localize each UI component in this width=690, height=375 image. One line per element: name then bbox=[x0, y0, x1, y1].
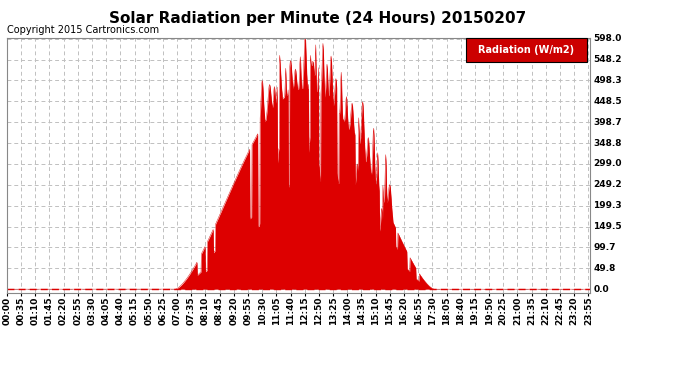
Text: Copyright 2015 Cartronics.com: Copyright 2015 Cartronics.com bbox=[7, 25, 159, 35]
Text: 398.7: 398.7 bbox=[593, 118, 622, 127]
Text: 498.3: 498.3 bbox=[593, 76, 622, 85]
Text: 149.5: 149.5 bbox=[593, 222, 622, 231]
Text: Radiation (W/m2): Radiation (W/m2) bbox=[478, 45, 574, 55]
Text: 299.0: 299.0 bbox=[593, 159, 622, 168]
Text: 548.2: 548.2 bbox=[593, 55, 622, 64]
Text: 0.0: 0.0 bbox=[593, 285, 609, 294]
Text: 598.0: 598.0 bbox=[593, 34, 622, 43]
Text: 348.8: 348.8 bbox=[593, 139, 622, 148]
Text: 249.2: 249.2 bbox=[593, 180, 622, 189]
Text: 448.5: 448.5 bbox=[593, 97, 622, 106]
Text: 199.3: 199.3 bbox=[593, 201, 622, 210]
Text: 49.8: 49.8 bbox=[593, 264, 615, 273]
Text: 99.7: 99.7 bbox=[593, 243, 616, 252]
Text: Solar Radiation per Minute (24 Hours) 20150207: Solar Radiation per Minute (24 Hours) 20… bbox=[109, 11, 526, 26]
